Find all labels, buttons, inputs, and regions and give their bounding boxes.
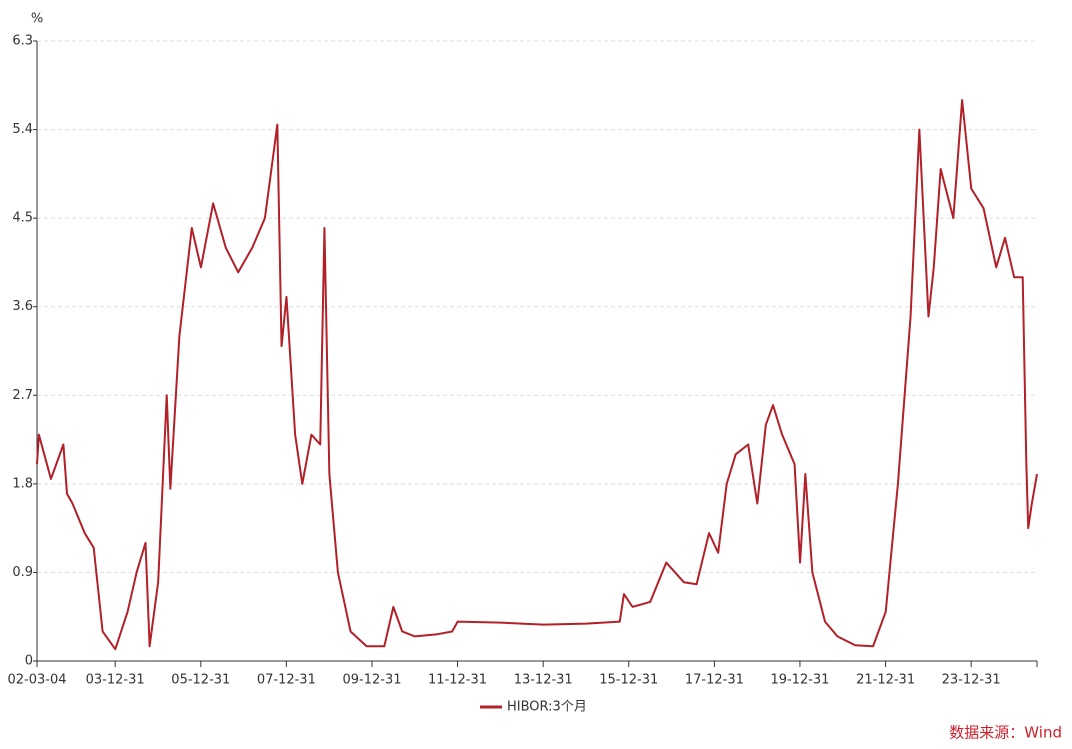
x-tick-label: 19-12-31 <box>770 673 829 688</box>
y-tick-label: 3.6 <box>12 299 33 314</box>
series-line <box>36 99 1038 651</box>
x-tick-label: 07-12-31 <box>257 673 316 688</box>
y-tick-label: 2.7 <box>12 388 33 403</box>
y-tick-label: 0 <box>25 654 33 669</box>
x-tick-label: 03-12-31 <box>86 673 145 688</box>
x-tick-label: 05-12-31 <box>171 673 230 688</box>
legend-label: HIBOR:3个月 <box>507 700 587 715</box>
y-tick-label: 0.9 <box>12 565 33 580</box>
x-tick-label: 17-12-31 <box>685 673 744 688</box>
x-tick-label: 15-12-31 <box>599 673 658 688</box>
x-tick-label: 23-12-31 <box>942 673 1001 688</box>
y-axis-label: % <box>31 12 43 27</box>
x-tick-label: 21-12-31 <box>856 673 915 688</box>
x-tick-label: 11-12-31 <box>428 673 487 688</box>
y-tick-label: 5.4 <box>12 122 33 137</box>
x-tick-label: 09-12-31 <box>343 673 402 688</box>
x-tick-label: 02-03-04 <box>7 673 66 688</box>
y-tick-label: 4.5 <box>12 211 33 226</box>
source: 数据来源：Wind <box>949 724 1062 742</box>
y-tick-label: 6.3 <box>12 34 33 49</box>
y-tick-label: 1.8 <box>12 476 33 491</box>
x-tick-label: 13-12-31 <box>514 673 573 688</box>
